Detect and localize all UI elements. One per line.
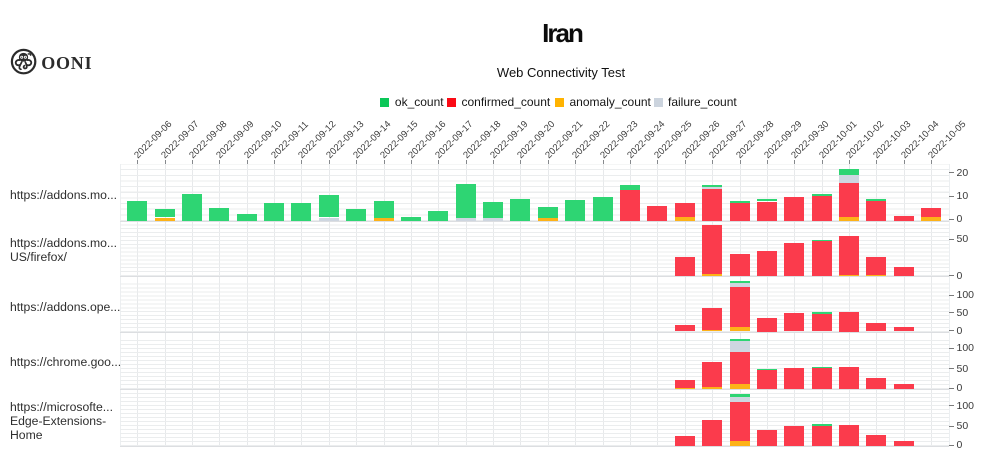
svg-text:OONI: OONI <box>41 53 92 73</box>
